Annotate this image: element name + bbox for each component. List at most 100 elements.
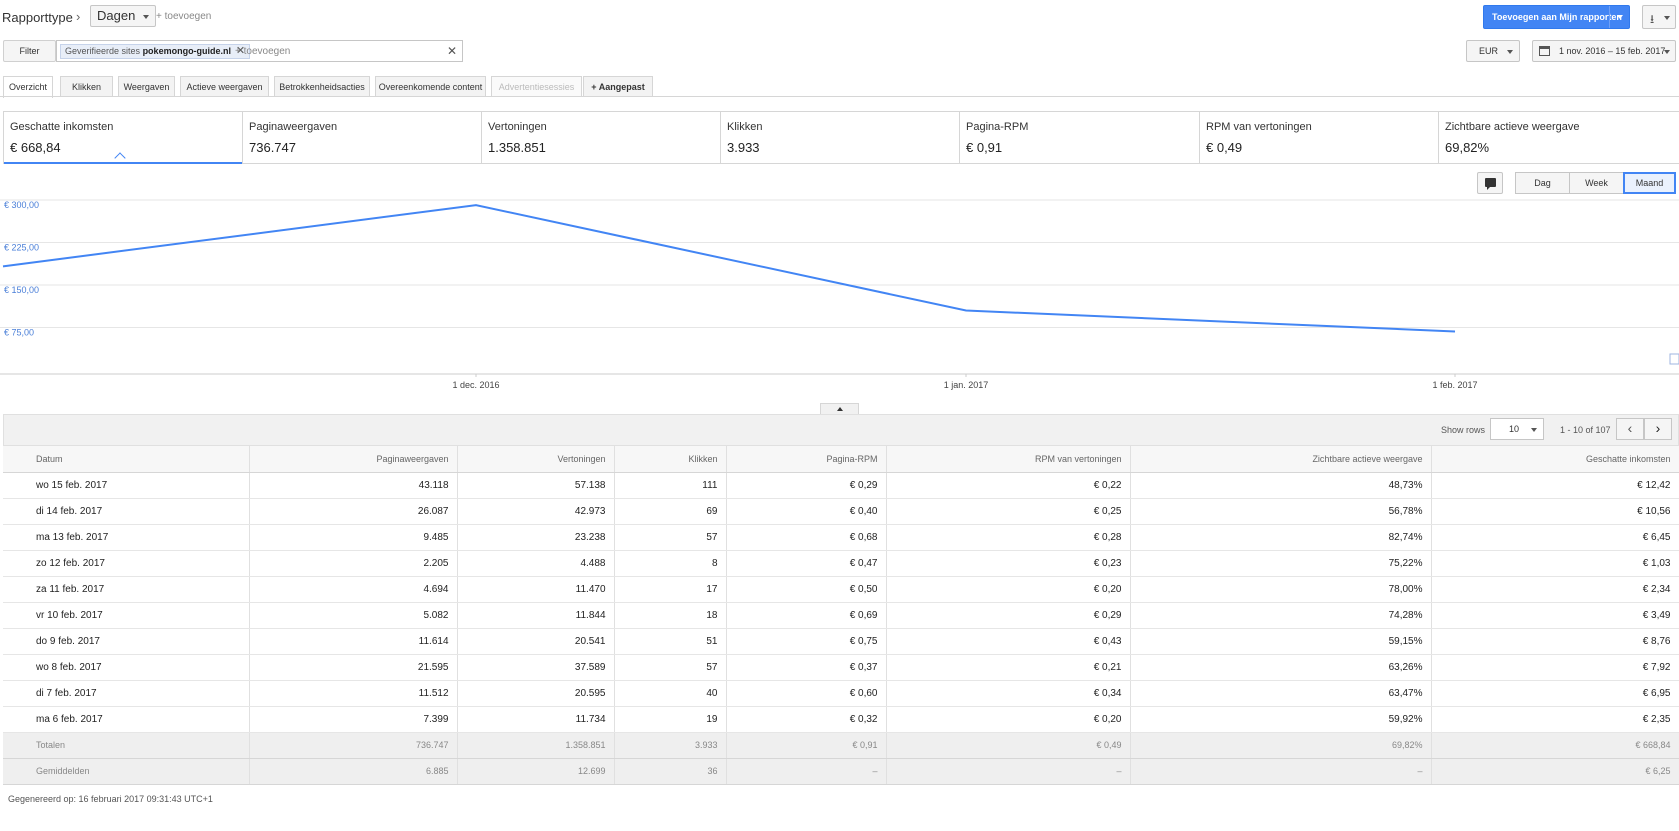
table-header-row: Datum Paginaweergaven Vertoningen Klikke… [3,446,1679,473]
cell-pagina-rpm: € 0,29 [726,472,887,499]
metric-card-geschatte-inkomsten[interactable]: Geschatte inkomsten € 668,84 [4,112,243,164]
report-header: Rapporttype › Dagen + toevoegen Toevoege… [0,0,1679,36]
cell-geschatte-inkomsten: € 6,45 [1431,524,1679,551]
column-header-pagina-rpm[interactable]: Pagina-RPM [726,446,887,473]
column-header-geschatte-inkomsten[interactable]: Geschatte inkomsten [1431,446,1679,473]
cell-paginaweergaven: 5.082 [249,602,458,629]
tab-klikken[interactable]: Klikken [60,76,113,97]
tab-weergaven[interactable]: Weergaven [118,76,175,97]
cell-rpm-vertoningen: € 0,29 [886,602,1131,629]
cell-totals-zichtbare-weergave: 69,82% [1130,732,1432,759]
column-header-vertoningen[interactable]: Vertoningen [457,446,615,473]
table-row: di 7 feb. 2017 11.512 20.595 40 € 0,60 € 0,34… [3,680,1679,707]
cell-averages-vertoningen: 12.699 [457,758,615,785]
add-to-my-reports-button[interactable]: Toevoegen aan Mijn rapporten [1483,5,1630,29]
cell-klikken: 57 [614,524,727,551]
cell-totals-paginaweergaven: 736.747 [249,732,458,759]
table-row: zo 12 feb. 2017 2.205 4.488 8 € 0,47 € 0,23 75… [3,550,1679,577]
granularity-month-button[interactable]: Maand [1623,172,1676,194]
previous-page-button[interactable]: ‹ [1616,418,1644,440]
comment-icon [1485,178,1496,190]
cell-klikken: 17 [614,576,727,603]
cell-rpm-vertoningen: € 0,23 [886,550,1131,577]
column-header-rpm-van-vertoningen[interactable]: RPM van vertoningen [886,446,1131,473]
cell-pagina-rpm: € 0,40 [726,498,887,525]
metric-title: RPM van vertoningen [1206,121,1312,133]
metric-card-paginaweergaven[interactable]: Paginaweergaven 736.747 [243,112,482,163]
metric-card-klikken[interactable]: Klikken 3.933 [721,112,960,163]
cell-totals-pagina-rpm: € 0,91 [726,732,887,759]
cell-vertoningen: 23.238 [457,524,615,551]
tab-overzicht[interactable]: Overzicht [3,76,53,98]
filter-button[interactable]: Filter [3,40,56,62]
cell-rpm-vertoningen: € 0,21 [886,654,1131,681]
cell-datum: wo 8 feb. 2017 [3,654,250,681]
cell-pagina-rpm: € 0,75 [726,628,887,655]
date-range-select[interactable]: 1 nov. 2016 – 15 feb. 2017 [1532,40,1676,62]
cell-paginaweergaven: 4.694 [249,576,458,603]
column-header-paginaweergaven[interactable]: Paginaweergaven [249,446,458,473]
add-dimension-link[interactable]: + toevoegen [156,11,212,22]
x-tick-label: 1 jan. 2017 [944,380,989,390]
cell-zichtbare-weergave: 82,74% [1130,524,1432,551]
metric-card-rpm-van-vertoningen[interactable]: RPM van vertoningen € 0,49 [1200,112,1439,163]
cell-zichtbare-weergave: 59,15% [1130,628,1432,655]
cell-geschatte-inkomsten: € 1,03 [1431,550,1679,577]
cell-totals-vertoningen: 1.358.851 [457,732,615,759]
filter-chip[interactable]: Geverifieerde sites pokemongo-guide.nl ✕ [60,44,251,59]
metric-value: 1.358.851 [488,140,546,155]
active-card-notch [114,152,126,164]
metric-card-vertoningen[interactable]: Vertoningen 1.358.851 [482,112,721,163]
tab-actieve-weergaven[interactable]: Actieve weergaven [180,76,269,97]
download-button[interactable]: ⭳ [1642,5,1676,29]
rows-per-page-select[interactable]: 10 [1490,418,1544,440]
metric-card-zichtbare-actieve-weergave[interactable]: Zichtbare actieve weergave 69,82% [1439,112,1679,163]
tab-aangepast[interactable]: + Aangepast [583,76,653,97]
cell-rpm-vertoningen: € 0,22 [886,472,1131,499]
cell-pagina-rpm: € 0,60 [726,680,887,707]
cell-zichtbare-weergave: 75,22% [1130,550,1432,577]
cell-pagina-rpm: € 0,68 [726,524,887,551]
granularity-week-button[interactable]: Week [1569,172,1624,194]
cell-totals-rpm-vertoningen: € 0,49 [886,732,1131,759]
breadcrumb-separator: › [76,9,81,24]
cell-datum: di 7 feb. 2017 [3,680,250,707]
table-row: wo 15 feb. 2017 43.118 57.138 111 € 0,29 € 0,… [3,472,1679,499]
collapse-chart-toggle[interactable] [820,403,859,414]
annotations-button[interactable] [1477,172,1503,194]
cell-vertoningen: 11.844 [457,602,615,629]
cell-totals-klikken: 3.933 [614,732,727,759]
metric-value: € 0,91 [966,140,1003,155]
column-header-zichtbare-actieve-weergave[interactable]: Zichtbare actieve weergave [1130,446,1432,473]
cell-zichtbare-weergave: 59,92% [1130,706,1432,733]
cell-rpm-vertoningen: € 0,25 [886,498,1131,525]
cell-zichtbare-weergave: 74,28% [1130,602,1432,629]
cell-pagina-rpm: € 0,50 [726,576,887,603]
currency-select[interactable]: EUR [1466,40,1520,62]
tab-overeenkomende-content[interactable]: Overeenkomende content [375,76,486,97]
cell-averages-rpm-vertoningen: – [886,758,1131,785]
next-page-button[interactable]: › [1644,418,1672,440]
column-header-klikken[interactable]: Klikken [614,446,727,473]
clear-icon[interactable]: ✕ [446,44,457,58]
filter-add-link[interactable]: + toevoegen [235,46,291,57]
metric-card-pagina-rpm[interactable]: Pagina-RPM € 0,91 [960,112,1200,163]
cell-paginaweergaven: 9.485 [249,524,458,551]
close-icon[interactable]: ✕ [235,45,246,57]
cell-geschatte-inkomsten: € 7,92 [1431,654,1679,681]
cell-zichtbare-weergave: 78,00% [1130,576,1432,603]
chevron-down-icon[interactable] [1609,6,1629,28]
column-header-datum[interactable]: Datum [3,446,250,473]
breadcrumb-report-type[interactable]: Rapporttype [2,10,73,25]
expand-chart-icon [1669,353,1679,365]
filter-input[interactable]: Geverifieerde sites pokemongo-guide.nl ✕… [56,40,463,62]
chevron-down-icon [1664,16,1670,20]
granularity-day-button[interactable]: Dag [1515,172,1570,194]
cell-klikken: 18 [614,602,727,629]
cell-vertoningen: 37.589 [457,654,615,681]
metric-title: Paginaweergaven [249,121,338,133]
x-tick-label: 1 feb. 2017 [1432,380,1477,390]
add-to-my-reports-label: Toevoegen aan Mijn rapporten [1492,12,1622,22]
tab-betrokkenheidsacties[interactable]: Betrokkenheidsacties [274,76,370,97]
dimension-select[interactable]: Dagen [90,5,157,27]
